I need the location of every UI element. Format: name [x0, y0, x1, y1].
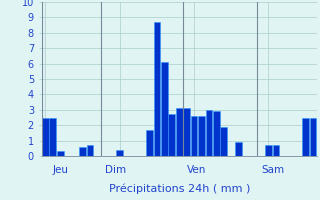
Bar: [154, 22, 160, 156]
Text: Dim: Dim: [105, 165, 126, 175]
Bar: [146, 130, 153, 156]
Bar: [220, 127, 227, 156]
Bar: [87, 145, 93, 156]
Bar: [191, 116, 197, 156]
Bar: [302, 117, 309, 156]
Text: Ven: Ven: [187, 165, 206, 175]
Bar: [206, 110, 212, 156]
Bar: [49, 117, 56, 156]
Bar: [183, 108, 190, 156]
Bar: [42, 117, 49, 156]
Bar: [213, 111, 220, 156]
Bar: [310, 117, 316, 156]
Bar: [161, 62, 168, 156]
Bar: [273, 145, 279, 156]
Bar: [198, 116, 205, 156]
Text: Sam: Sam: [261, 165, 284, 175]
Text: Jeu: Jeu: [53, 165, 69, 175]
Bar: [116, 150, 123, 156]
Bar: [235, 142, 242, 156]
Bar: [168, 114, 175, 156]
Bar: [265, 145, 272, 156]
Bar: [79, 147, 86, 156]
Text: Précipitations 24h ( mm ): Précipitations 24h ( mm ): [108, 184, 250, 194]
Bar: [176, 108, 182, 156]
Bar: [57, 151, 64, 156]
